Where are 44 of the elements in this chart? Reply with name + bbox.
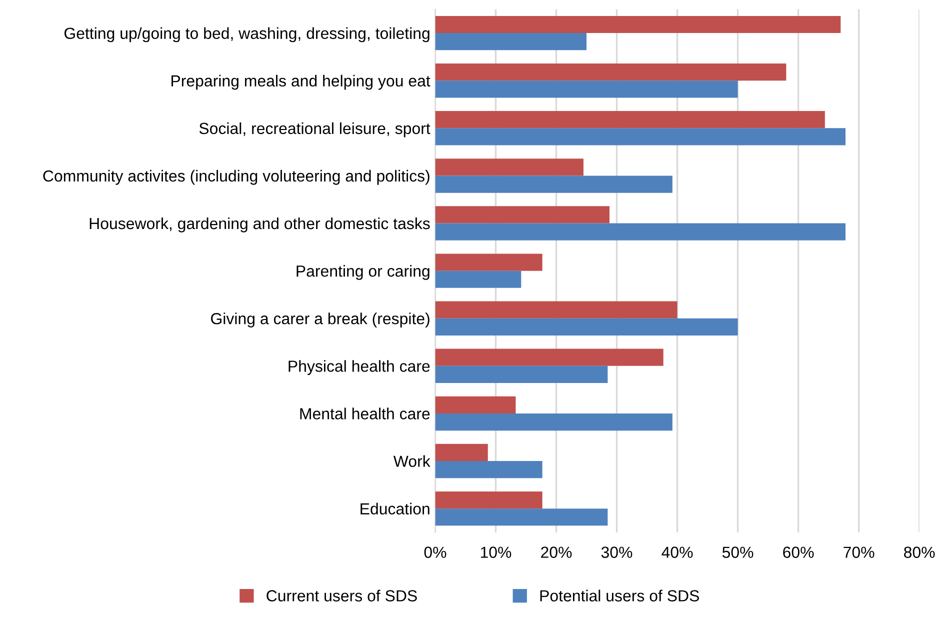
bar [435, 491, 542, 509]
bar [435, 80, 738, 98]
bar [435, 270, 522, 288]
bar [435, 128, 846, 146]
x-tick-label: 40% [662, 546, 693, 558]
bar [435, 366, 608, 384]
bar [435, 111, 825, 128]
y-tick-label: Physical health care [288, 360, 430, 376]
bar [435, 396, 516, 414]
bar [435, 508, 608, 526]
y-tick-label: Housework, gardening and other domestic tasks [90, 217, 430, 232]
bar [435, 176, 672, 193]
y-tick-label: Parenting or caring [296, 265, 430, 280]
x-tick-label: 20% [541, 546, 572, 558]
legend-label: Potential users of SDS [540, 590, 699, 602]
x-tick-label: 80% [904, 546, 935, 558]
bar [435, 348, 664, 366]
bar [435, 33, 586, 50]
bar [435, 16, 841, 34]
bar [435, 254, 542, 271]
y-tick-label: Education [360, 502, 430, 515]
y-tick-label: Mental health care [300, 408, 430, 420]
bar [435, 63, 786, 81]
bar [435, 461, 542, 478]
y-tick-label: Social, recreational leisure, sport [199, 122, 430, 138]
legend-label: Current users of SDS [266, 590, 417, 602]
y-tick-label: Work [393, 455, 430, 467]
bar [435, 206, 610, 224]
bar [435, 223, 846, 240]
y-tick-label: Preparing meals and helping you eat [172, 74, 430, 90]
bar [435, 413, 672, 431]
y-tick-label: Giving a carer a break (respite) [211, 312, 430, 328]
bar [435, 158, 584, 176]
y-tick-label: Getting up/going to bed, washing, dressing, toileting [64, 27, 430, 42]
x-tick-label: 10% [480, 546, 512, 558]
bar [435, 301, 678, 318]
x-tick-label: 70% [844, 546, 874, 558]
x-tick-label: 0% [424, 546, 446, 558]
bar [435, 318, 738, 336]
x-tick-label: 30% [601, 546, 632, 558]
bar [435, 444, 488, 462]
y-tick-label: Community activites (including voluteering and politics) [43, 170, 430, 185]
x-tick-label: 60% [783, 546, 814, 558]
x-tick-label: 50% [722, 546, 754, 558]
